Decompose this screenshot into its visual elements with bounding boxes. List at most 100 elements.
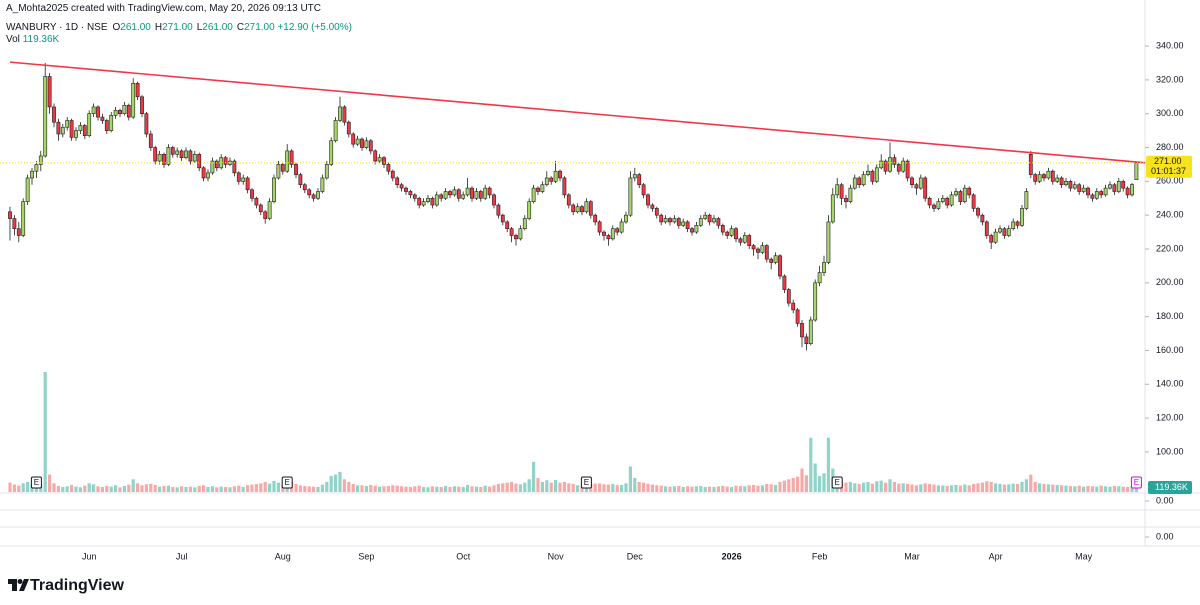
candle-body [1037, 174, 1042, 182]
volume-bar [254, 483, 258, 492]
candle-body [813, 282, 818, 321]
candle-body [91, 106, 96, 115]
candle-body [852, 177, 857, 189]
candle-body [355, 138, 360, 145]
volume-bar [83, 485, 87, 492]
volume-bar [734, 485, 738, 492]
candle-body [773, 255, 778, 263]
candle-body [729, 228, 734, 236]
legend-value: 271.00 [162, 22, 193, 33]
candle-body [707, 214, 712, 223]
volume-bar [527, 479, 531, 492]
candle-body [465, 187, 470, 196]
candle-body [307, 189, 312, 196]
volume-bar [127, 484, 131, 492]
candle-body [698, 218, 703, 226]
event-box [30, 476, 42, 489]
legend-key: H [154, 22, 163, 33]
candle-body [514, 235, 518, 240]
volume-bar [1055, 484, 1059, 492]
candle-body [826, 221, 831, 263]
volume-bar [681, 486, 685, 492]
candle-body [883, 160, 888, 172]
candle-body [936, 201, 941, 209]
volume-bar [1029, 474, 1033, 492]
candle-body [298, 174, 303, 186]
candle-body [830, 194, 835, 223]
volume-bar [668, 486, 672, 492]
candle-body [518, 228, 523, 240]
volume-bar [364, 485, 368, 492]
volume-bar [100, 486, 104, 492]
candle-body [896, 164, 901, 172]
volume-bar [347, 481, 351, 492]
legend-row: WANBURY · 1D · NSE O261.00 H271.00 L261.00 C… [6, 22, 352, 34]
candle-body [949, 194, 954, 206]
candle-body [602, 231, 606, 236]
candle-body [421, 201, 426, 206]
candle-body [562, 177, 567, 196]
candle-body [52, 106, 56, 123]
volume-bar [760, 485, 764, 492]
volume-value: 119.36K [22, 34, 60, 45]
volume-bar [655, 485, 659, 492]
candle-body [663, 218, 668, 223]
candle-body [126, 104, 131, 118]
candle-body [412, 194, 417, 199]
volume-bar [796, 476, 800, 492]
candle-body [690, 228, 694, 233]
candle-body [272, 177, 276, 202]
candle-body [408, 191, 413, 196]
y-tick-label: 100.00 [1156, 446, 1184, 456]
volume-bar [906, 483, 910, 492]
volume-bar [778, 481, 782, 492]
x-tick-label: Jun [82, 551, 97, 561]
volume-bar [844, 482, 848, 492]
volume-bar [804, 475, 808, 492]
candle-body [1028, 153, 1033, 175]
candle-body [188, 150, 193, 162]
candle-body [822, 262, 826, 273]
volume-tag [1148, 480, 1192, 494]
candle-body [659, 214, 664, 223]
volume-bar [74, 486, 78, 492]
pane-tick-label: 0.00 [1156, 531, 1174, 541]
volume-bar [518, 484, 522, 492]
candle-body [654, 208, 659, 216]
volume-bar [492, 485, 496, 492]
pane-tick-label: 0.00 [1156, 495, 1174, 505]
candle-body [844, 197, 848, 202]
volume-bar [56, 485, 60, 492]
candle-body [971, 194, 976, 209]
candle-body [782, 275, 787, 290]
volume-bar [510, 481, 514, 492]
volume-bar [756, 485, 760, 492]
volume-bar [624, 483, 628, 492]
candle-body [153, 147, 158, 162]
volume-bar [791, 477, 795, 492]
volume-bar [967, 485, 971, 492]
candle-body [1103, 187, 1108, 196]
candle-body [588, 201, 593, 216]
candle-body [100, 116, 105, 121]
candle-body [342, 106, 347, 123]
y-tick-label: 120.00 [1156, 412, 1184, 422]
candle-body [223, 157, 228, 165]
candle-body [1081, 187, 1086, 192]
volume-bar [580, 485, 584, 492]
x-tick-label: Sep [358, 551, 374, 561]
y-tick-label: 160.00 [1156, 345, 1184, 355]
volume-bar [593, 483, 597, 492]
volume-bar [708, 486, 712, 492]
volume-bar [1130, 485, 1134, 492]
candle-body [1077, 184, 1082, 192]
candle-body [879, 160, 884, 169]
volume-bar [958, 485, 962, 492]
volume-bar [598, 483, 602, 492]
volume-bar [215, 487, 219, 492]
volume-bar [452, 486, 456, 492]
candle-body [927, 197, 932, 206]
volume-bar [1051, 484, 1055, 492]
candle-body [1042, 174, 1046, 179]
volume-bar [408, 486, 412, 492]
